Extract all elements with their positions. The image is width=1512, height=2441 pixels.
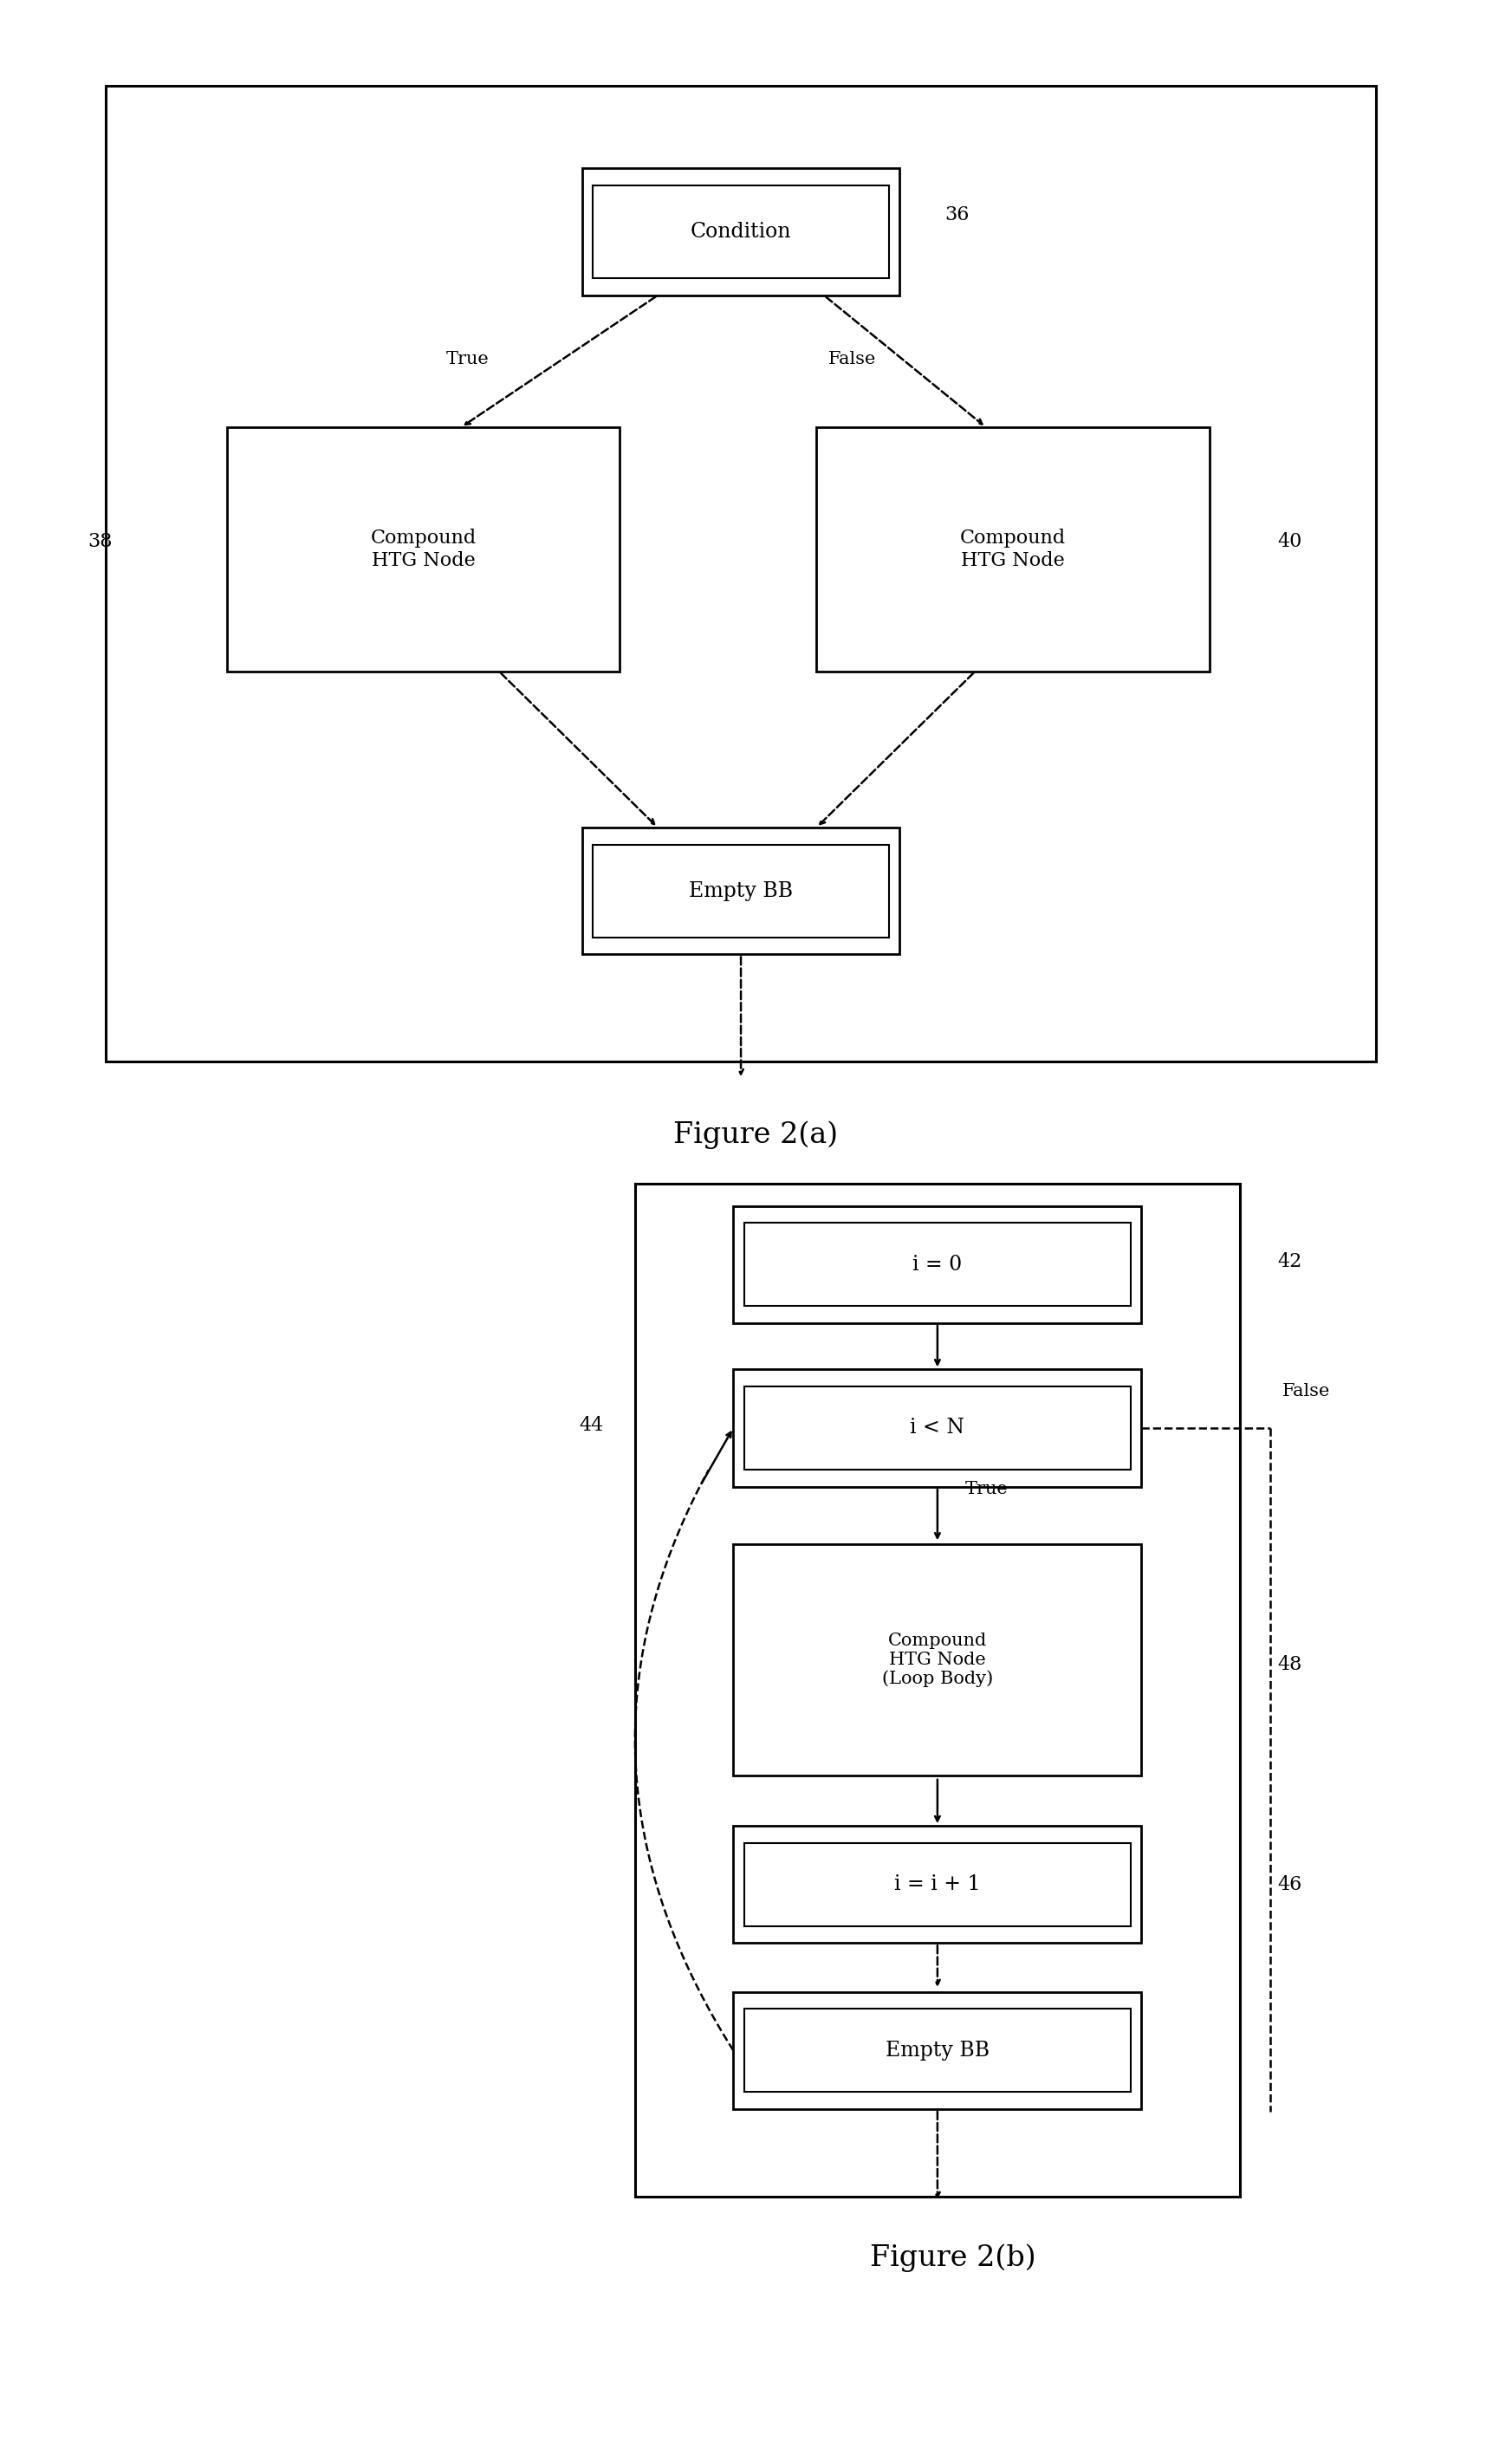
Text: 36: 36 xyxy=(945,205,969,225)
Text: i = 0: i = 0 xyxy=(913,1255,962,1274)
Text: 48: 48 xyxy=(1278,1655,1302,1675)
Text: 40: 40 xyxy=(1278,532,1302,552)
FancyBboxPatch shape xyxy=(733,1543,1142,1777)
Text: Compound
HTG Node: Compound HTG Node xyxy=(370,530,476,569)
Text: True: True xyxy=(446,352,490,366)
FancyBboxPatch shape xyxy=(744,2009,1131,2092)
Text: i = i + 1: i = i + 1 xyxy=(894,1875,981,1894)
Text: 46: 46 xyxy=(1278,1875,1302,1894)
Text: Compound
HTG Node: Compound HTG Node xyxy=(960,530,1066,569)
FancyBboxPatch shape xyxy=(582,168,900,295)
FancyBboxPatch shape xyxy=(635,1184,1240,2197)
Text: Empty BB: Empty BB xyxy=(689,881,792,901)
FancyBboxPatch shape xyxy=(733,1992,1142,2109)
Text: i < N: i < N xyxy=(910,1418,965,1438)
Text: 44: 44 xyxy=(579,1416,603,1435)
FancyBboxPatch shape xyxy=(744,1386,1131,1469)
Text: False: False xyxy=(1282,1384,1331,1399)
FancyBboxPatch shape xyxy=(733,1369,1142,1487)
Text: Empty BB: Empty BB xyxy=(886,2041,989,2060)
FancyBboxPatch shape xyxy=(744,1223,1131,1306)
FancyBboxPatch shape xyxy=(733,1826,1142,1943)
FancyBboxPatch shape xyxy=(106,85,1376,1062)
Text: False: False xyxy=(829,352,877,366)
Text: Figure 2(b): Figure 2(b) xyxy=(869,2243,1036,2273)
FancyBboxPatch shape xyxy=(593,845,889,937)
Text: 38: 38 xyxy=(88,532,112,552)
FancyBboxPatch shape xyxy=(744,1843,1131,1926)
Text: True: True xyxy=(965,1482,1009,1496)
FancyBboxPatch shape xyxy=(582,827,900,954)
FancyBboxPatch shape xyxy=(227,427,620,671)
FancyBboxPatch shape xyxy=(593,186,889,278)
FancyBboxPatch shape xyxy=(816,427,1210,671)
Text: 42: 42 xyxy=(1278,1252,1302,1272)
Text: Compound
HTG Node
(Loop Body): Compound HTG Node (Loop Body) xyxy=(881,1633,993,1687)
FancyBboxPatch shape xyxy=(733,1206,1142,1323)
Text: Figure 2(a): Figure 2(a) xyxy=(674,1120,838,1150)
Text: Condition: Condition xyxy=(691,222,791,242)
